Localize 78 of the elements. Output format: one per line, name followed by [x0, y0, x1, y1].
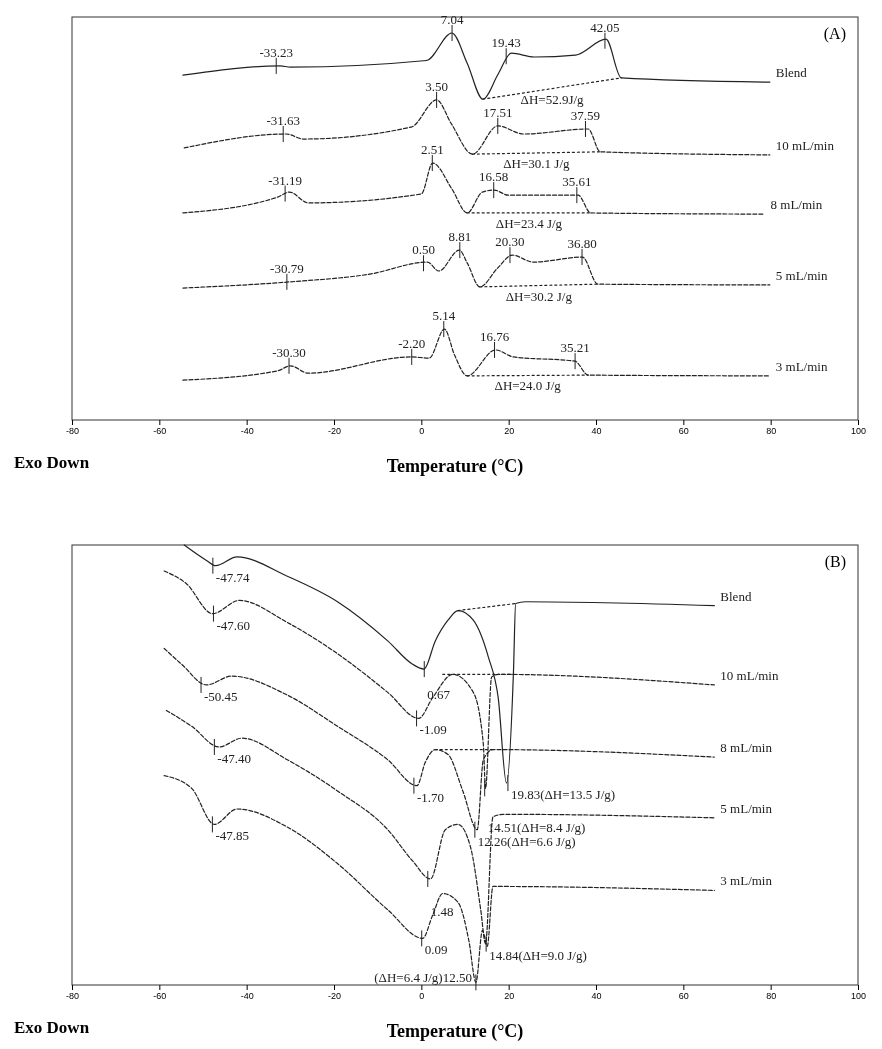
- annotation: 17.51: [483, 104, 513, 120]
- x-tick-label: -40: [240, 426, 254, 437]
- series-label: ΔH=52.9J/g: [520, 91, 585, 107]
- annotation: 12.26(ΔH=6.6 J/g): [477, 833, 576, 849]
- annotation: 37.59: [570, 107, 601, 123]
- annotation: -30.30: [272, 344, 306, 360]
- series-label: 5 mL/min: [720, 800, 773, 816]
- annotation: 0.09: [424, 942, 448, 958]
- annotation: -33.23: [259, 44, 294, 60]
- x-tick-label: -80: [65, 426, 80, 437]
- x-tick-label: -60: [153, 991, 167, 1002]
- x-tick-label: 20: [504, 426, 515, 437]
- x-tick-label: 100: [850, 426, 867, 437]
- annotation: 42.05: [590, 19, 620, 35]
- x-tick-label: 40: [591, 426, 602, 437]
- series-label: 10 mL/min: [720, 667, 779, 683]
- annotation: 5.14: [432, 308, 456, 324]
- series-label: 5 mL/min: [775, 267, 828, 283]
- x-tick-label: -80: [65, 991, 80, 1002]
- annotation: 0.50: [412, 242, 435, 258]
- annotation: 0.67: [427, 687, 451, 703]
- series-label: 8 mL/min: [720, 740, 773, 756]
- annotation: 16.76: [479, 328, 510, 344]
- annotation: 2.51: [420, 142, 444, 158]
- annotation: -47.40: [217, 750, 251, 766]
- x-tick-label: 40: [591, 991, 602, 1002]
- x-tick-label: 20: [504, 991, 515, 1002]
- annotation: 3.50: [425, 78, 448, 94]
- annotation: -47.60: [216, 617, 251, 633]
- annotation: 8.81: [448, 229, 472, 245]
- series-label: ΔH=30.2 J/g: [505, 288, 573, 304]
- x-tick-label: 0: [419, 426, 425, 437]
- x-tick-label: 80: [766, 426, 777, 437]
- annotation: 19.83(ΔH=13.5 J/g): [510, 787, 616, 803]
- x-axis-title: Temperature (°C): [386, 1021, 524, 1042]
- x-tick-label: 60: [678, 991, 689, 1002]
- series-label: Blend: [775, 65, 808, 81]
- x-tick-label: -40: [240, 991, 254, 1002]
- annotation: -1.09: [419, 722, 447, 738]
- series-label: 3 mL/min: [720, 873, 773, 889]
- x-tick-label: 60: [678, 426, 689, 437]
- annotation: -2.20: [398, 335, 426, 351]
- x-tick-label: -20: [327, 991, 342, 1002]
- annotation: -31.63: [266, 113, 301, 129]
- x-axis-title: Temperature (°C): [386, 456, 524, 477]
- series-label: ΔH=24.0 J/g: [494, 378, 562, 394]
- annotation: -1.70: [416, 789, 444, 805]
- series-label: 10 mL/min: [775, 137, 835, 153]
- chart-title: (A): [823, 25, 846, 43]
- x-tick-label: -20: [327, 426, 342, 437]
- annotation: 14.51(ΔH=8.4 J/g): [487, 820, 586, 836]
- annotation: 35.21: [560, 340, 590, 356]
- annotation: 20.30: [495, 234, 525, 250]
- text: Exo Down: [14, 453, 90, 472]
- annotation: (ΔH=6.4 J/g)12.50: [374, 970, 472, 986]
- annotation: 14.84(ΔH=9.0 J/g): [489, 947, 587, 963]
- series-label: Blend: [720, 588, 752, 604]
- x-tick-label: 80: [766, 991, 777, 1002]
- annotation: 36.80: [567, 236, 597, 252]
- text: (B): [824, 553, 846, 571]
- annotation: -30.79: [270, 260, 304, 276]
- text: Exo Down: [14, 1018, 90, 1037]
- series-label: 3 mL/min: [775, 358, 828, 374]
- annotation: 1.48: [430, 903, 454, 919]
- annotation: -47.74: [215, 569, 250, 585]
- annotation: -50.45: [204, 688, 238, 704]
- x-tick-label: 100: [850, 991, 867, 1002]
- series-label: ΔH=30.1 J/g: [503, 155, 571, 171]
- annotation: -31.19: [268, 172, 302, 188]
- series-label: 8 mL/min: [770, 197, 823, 213]
- annotation: 16.58: [479, 169, 509, 185]
- x-tick-label: 0: [419, 991, 425, 1002]
- annotation: -47.85: [215, 828, 249, 844]
- series-label: ΔH=23.4 J/g: [495, 215, 563, 231]
- annotation: 19.43: [491, 35, 521, 51]
- x-tick-label: -60: [153, 426, 167, 437]
- annotation: 35.61: [562, 174, 592, 190]
- annotation: 7.04: [440, 12, 464, 27]
